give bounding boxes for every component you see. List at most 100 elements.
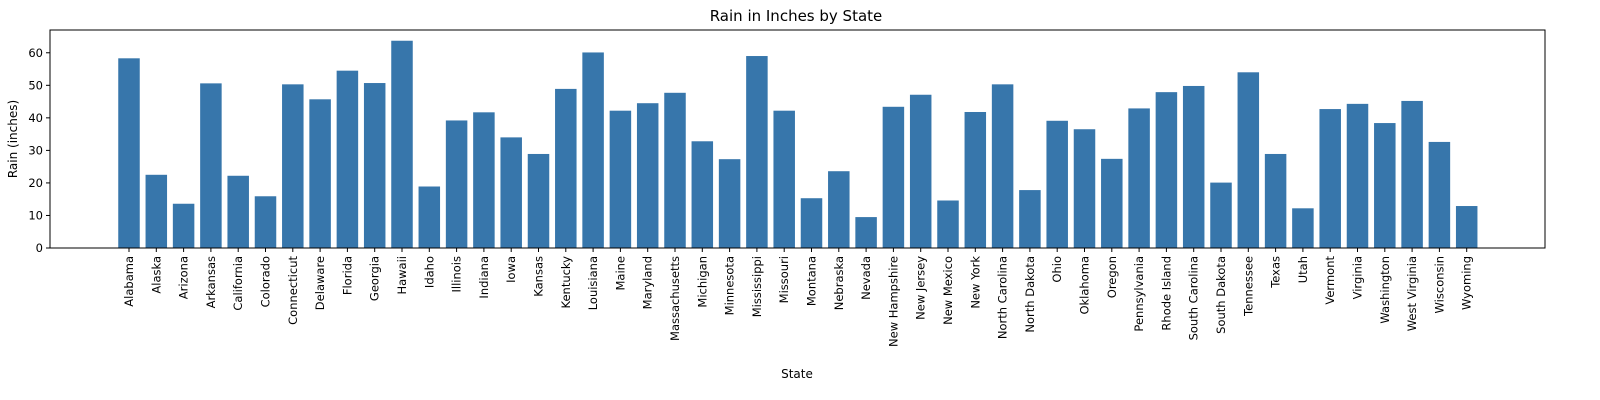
bar-alabama	[118, 58, 140, 248]
x-tick-label: Colorado	[259, 256, 273, 307]
y-tick-label: 0	[36, 241, 43, 255]
bar-kentucky	[555, 88, 577, 248]
x-tick-label: Tennessee	[1241, 256, 1255, 317]
bar-new-mexico	[937, 200, 959, 248]
bar-idaho	[418, 186, 441, 248]
bar-indiana	[473, 112, 495, 249]
x-tick-label: Nebraska	[832, 256, 846, 310]
bar-new-jersey	[909, 94, 932, 248]
x-tick-label: Washington	[1378, 256, 1392, 324]
bar-washington	[1374, 123, 1396, 248]
x-tick-label: Oklahoma	[1078, 256, 1092, 315]
bar-minnesota	[718, 159, 741, 248]
y-tick-label: 50	[28, 78, 43, 92]
bar-south-carolina	[1182, 85, 1205, 249]
bar-north-dakota	[1019, 190, 1041, 248]
bar-florida	[336, 70, 359, 249]
x-tick-label: Mississippi	[750, 256, 764, 317]
y-axis-label: Rain (inches)	[6, 100, 20, 178]
bar-arizona	[172, 203, 195, 248]
x-tick-label: Arkansas	[204, 256, 218, 308]
x-tick-label: Michigan	[695, 256, 709, 308]
bar-california	[227, 175, 249, 248]
bar-oklahoma	[1073, 129, 1096, 248]
x-tick-label: New York	[968, 256, 982, 309]
y-axis: 0 10 20 30 40 50 60	[28, 46, 50, 255]
x-tick-label: New Jersey	[914, 256, 928, 320]
x-tick-label: New Mexico	[941, 256, 955, 325]
x-tick-label: Idaho	[422, 256, 436, 288]
bar-colorado	[254, 196, 277, 248]
x-tick-label: Rhode Island	[1159, 256, 1173, 331]
bar-iowa	[500, 137, 522, 248]
bar-tennessee	[1237, 72, 1260, 248]
bar-pennsylvania	[1128, 108, 1150, 249]
x-tick-label: Texas	[1269, 256, 1283, 289]
bar-hawaii	[391, 40, 413, 249]
x-tick-label: Alaska	[149, 256, 163, 294]
bar-nebraska	[828, 171, 850, 248]
x-tick-label: Kansas	[532, 256, 546, 297]
bar-kansas	[527, 153, 550, 248]
x-tick-label: Alabama	[122, 256, 136, 307]
x-tick-label: Ohio	[1050, 256, 1064, 283]
x-tick-label: California	[231, 256, 245, 311]
x-tick-label: Kentucky	[559, 256, 573, 309]
x-tick-label: Louisiana	[586, 256, 600, 310]
bar-new-hampshire	[882, 106, 905, 249]
x-tick-label: Oregon	[1105, 256, 1119, 298]
x-tick-label: New Hampshire	[886, 256, 900, 347]
bar-north-carolina	[991, 84, 1014, 248]
x-tick-label: Arizona	[177, 256, 191, 299]
y-tick-label: 40	[28, 111, 43, 125]
x-tick-label: Delaware	[313, 256, 327, 310]
bar-maryland	[636, 103, 659, 248]
bar-maine	[609, 110, 632, 248]
x-axis-label: State	[781, 367, 813, 381]
x-tick-label: Indiana	[477, 256, 491, 299]
bar-ohio	[1046, 120, 1068, 248]
x-tick-label: West Virginia	[1405, 256, 1419, 331]
chart-title: Rain in Inches by State	[710, 7, 883, 25]
x-tick-label: Wisconsin	[1432, 256, 1446, 313]
bar-louisiana	[582, 52, 604, 248]
x-tick-label: South Dakota	[1214, 256, 1228, 334]
x-tick-label: Florida	[340, 256, 354, 295]
x-tick-label: Hawaii	[395, 256, 409, 295]
y-tick-label: 20	[28, 176, 43, 190]
bar-georgia	[363, 83, 386, 248]
x-tick-label: Nevada	[859, 256, 873, 300]
y-tick-label: 30	[28, 143, 43, 157]
x-tick-label: Virginia	[1351, 256, 1365, 299]
bar-nevada	[855, 217, 877, 248]
x-tick-label: North Carolina	[996, 256, 1010, 339]
bar-alaska	[145, 174, 168, 248]
bar-vermont	[1319, 109, 1341, 248]
x-tick-label: North Dakota	[1023, 256, 1037, 333]
bar-massachusetts	[664, 92, 686, 248]
x-tick-label: Massachusetts	[668, 256, 682, 341]
bar-mississippi	[746, 56, 768, 249]
bar-utah	[1292, 208, 1314, 248]
bar-connecticut	[282, 84, 304, 248]
x-tick-label: Vermont	[1323, 256, 1337, 305]
bar-arkansas	[200, 83, 222, 248]
x-tick-label: Wyoming	[1460, 256, 1474, 310]
x-tick-label: Iowa	[504, 256, 518, 283]
bar-rhode-island	[1155, 92, 1178, 248]
bar-wisconsin	[1428, 141, 1451, 248]
bar-new-york	[964, 111, 987, 249]
x-tick-label: Georgia	[368, 256, 382, 301]
bar-oregon	[1101, 158, 1123, 248]
bars	[118, 40, 1478, 249]
bar-south-dakota	[1210, 182, 1232, 248]
x-tick-label: Illinois	[450, 256, 464, 293]
x-tick-label: Pennsylvania	[1132, 256, 1146, 332]
x-tick-label: Missouri	[777, 256, 791, 303]
x-tick-label: Connecticut	[286, 256, 300, 325]
x-tick-label: Maine	[613, 256, 627, 291]
bar-michigan	[691, 141, 714, 248]
bar-montana	[800, 198, 823, 248]
bar-illinois	[445, 120, 468, 248]
